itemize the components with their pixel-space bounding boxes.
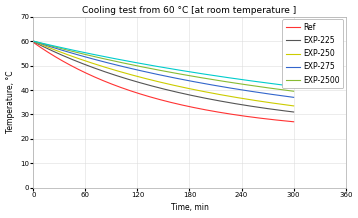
Line: EXP-2500: EXP-2500: [33, 41, 294, 91]
EXP-225: [291, 111, 296, 113]
EXP-275: [142, 70, 146, 73]
EXP-250: [179, 86, 184, 88]
Line: EXP-275: EXP-275: [33, 41, 294, 97]
EXP-225: [179, 92, 184, 94]
EXP-2500: [31, 40, 35, 43]
Ref: [142, 94, 146, 96]
EXP-250: [147, 78, 151, 81]
EXP-250: [51, 48, 55, 51]
EXP-2500: [142, 66, 146, 68]
EXP-2500: [152, 68, 156, 70]
Ref: [179, 104, 184, 106]
EXP-275: [291, 96, 296, 99]
Ref: [152, 97, 156, 99]
EXP-2500: [62, 48, 66, 51]
Line: EXP-250: EXP-250: [33, 41, 294, 106]
EXP-225: [142, 82, 146, 85]
EXP-250: [62, 52, 66, 55]
EXP-225: [62, 55, 66, 57]
EXP-250: [152, 79, 156, 82]
EXP-2500: [291, 90, 296, 92]
EXP-225: [152, 85, 156, 88]
EXP-250: [31, 40, 35, 43]
EXP-2500: [51, 45, 55, 48]
Line: EXP-225: EXP-225: [33, 42, 294, 112]
EXP-275: [152, 72, 156, 75]
EXP-275: [31, 40, 35, 43]
EXP-225: [51, 50, 55, 53]
EXP-225: [147, 84, 151, 87]
Legend: Ref, EXP-225, EXP-250, EXP-275, EXP-2500: Ref, EXP-225, EXP-250, EXP-275, EXP-2500: [282, 19, 343, 89]
Line: Ref: Ref: [33, 42, 294, 122]
EXP-2500: [147, 67, 151, 70]
Ref: [62, 60, 66, 63]
Ref: [291, 121, 296, 123]
Title: Cooling test from 60 °C [at room temperature ]: Cooling test from 60 °C [at room tempera…: [82, 5, 297, 15]
EXP-275: [51, 46, 55, 49]
Ref: [51, 54, 55, 57]
X-axis label: Time, min: Time, min: [170, 203, 208, 213]
EXP-250: [291, 105, 296, 107]
EXP-275: [179, 78, 184, 81]
EXP-2500: [179, 73, 184, 76]
EXP-225: [31, 40, 35, 43]
EXP-275: [147, 71, 151, 74]
EXP-275: [62, 49, 66, 52]
EXP-250: [142, 77, 146, 79]
Ref: [31, 41, 35, 44]
Ref: [147, 95, 151, 98]
Y-axis label: Temperature, °C: Temperature, °C: [6, 71, 15, 133]
